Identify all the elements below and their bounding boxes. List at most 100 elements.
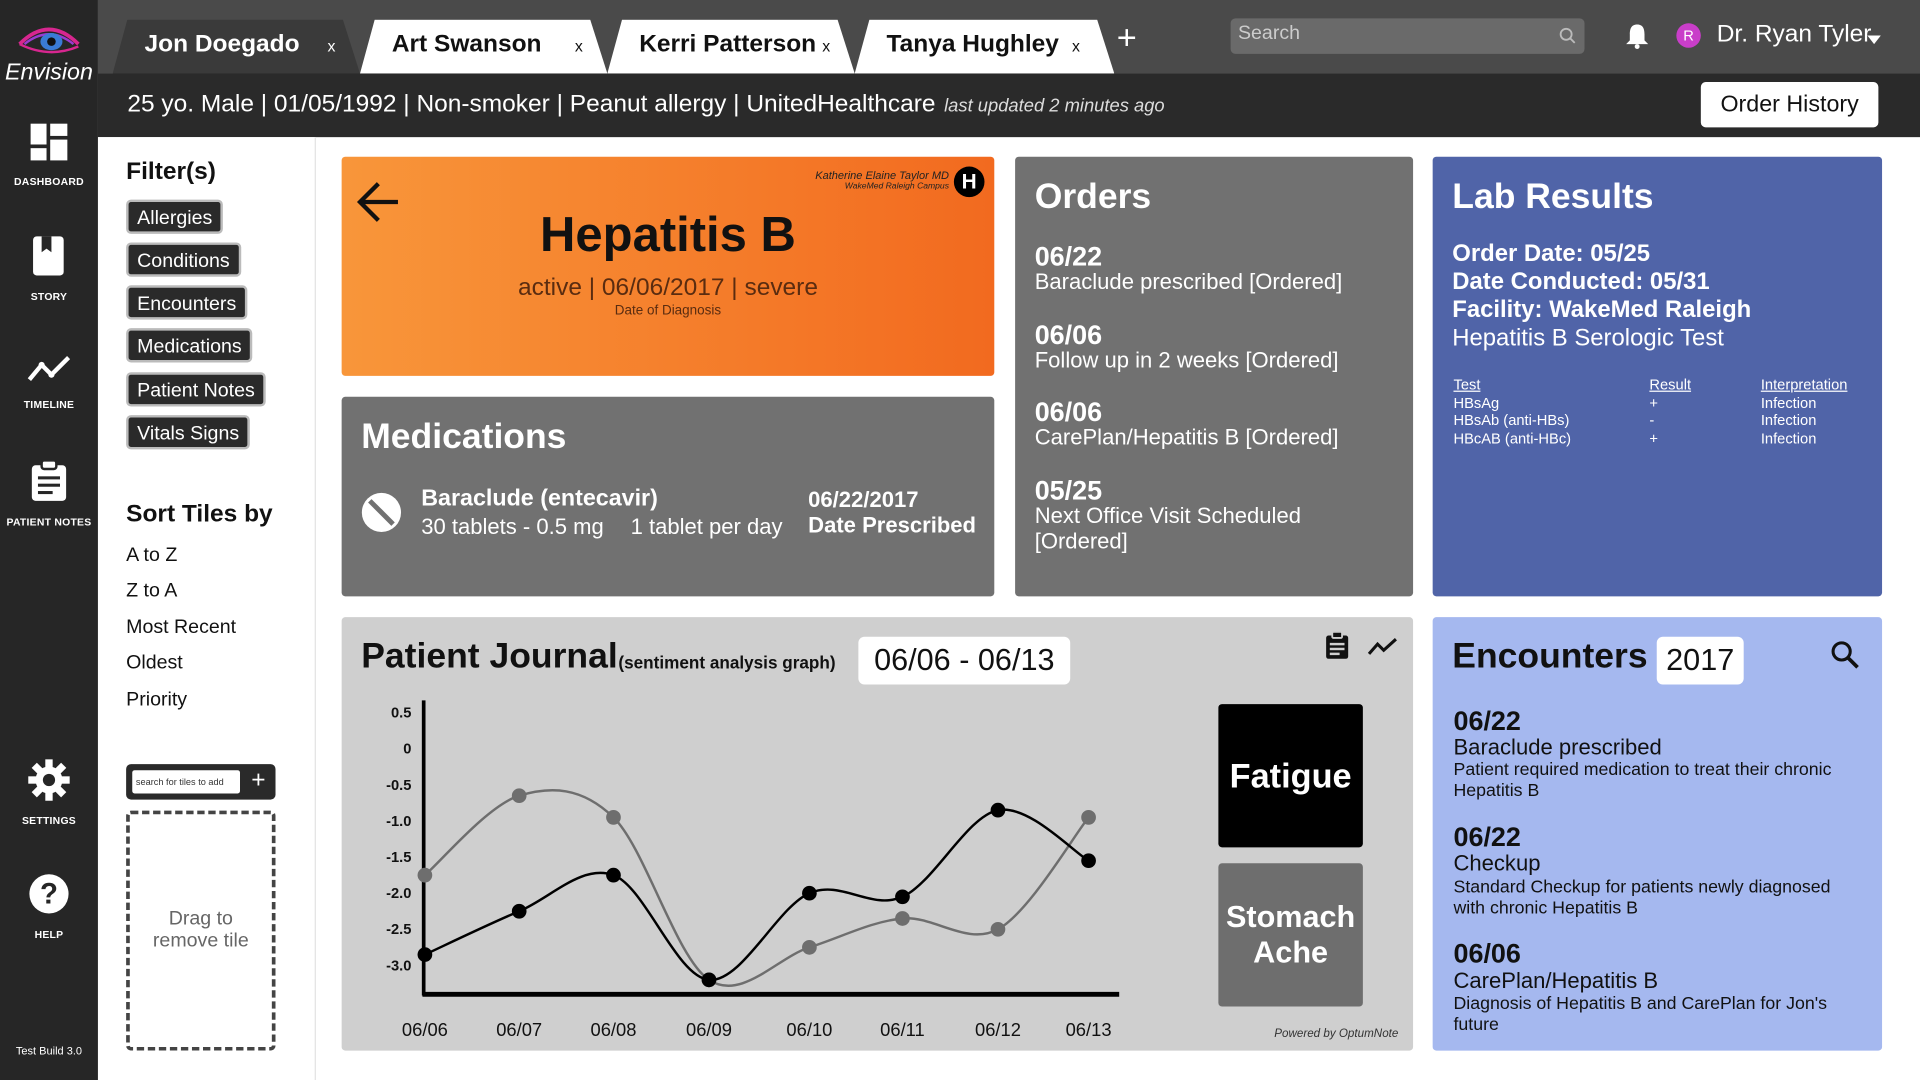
back-arrow-icon[interactable] xyxy=(356,181,400,223)
tab-patient[interactable]: Tanya Hughley x xyxy=(855,20,1115,74)
y-tick-label: -0.5 xyxy=(386,778,411,794)
patient-journal-tile[interactable]: Patient Journal (sentiment analysis grap… xyxy=(341,617,1414,1051)
diagnosis-details: active | 06/06/2017 | severe xyxy=(517,274,818,302)
y-tick-label: -3.0 xyxy=(386,958,411,974)
lab-test-name: Hepatitis B Serologic Test xyxy=(1452,324,1724,352)
clipboard-icon xyxy=(31,459,67,501)
date-range-picker[interactable]: 06/06 - 06/13 xyxy=(858,636,1071,685)
lab-cell: + xyxy=(1649,394,1658,412)
diagnosis-tile[interactable]: Katherine Elaine Taylor MD WakeMed Ralei… xyxy=(341,156,995,376)
lab-cell: Infection xyxy=(1760,411,1817,429)
filter-chip[interactable]: Allergies xyxy=(126,199,224,234)
chevron-down-icon[interactable] xyxy=(1867,35,1881,45)
add-tile-button[interactable]: + xyxy=(251,766,266,794)
filter-chip[interactable]: Conditions xyxy=(126,242,241,277)
encounters-tile[interactable]: Encounters 2017 06/22 Baraclude prescrib… xyxy=(1432,617,1883,1051)
filter-chip[interactable]: Patient Notes xyxy=(126,372,266,407)
lab-header-test: Test xyxy=(1453,375,1481,394)
filter-chip[interactable]: Medications xyxy=(126,328,253,363)
search-input[interactable]: Search xyxy=(1230,18,1585,54)
new-tab-button[interactable]: + xyxy=(1116,18,1137,57)
nav-story[interactable]: STORY xyxy=(0,235,98,302)
journal-subtitle: (sentiment analysis graph) xyxy=(618,652,836,673)
x-tick-label: 06/06 xyxy=(402,1019,448,1040)
nav-dashboard[interactable]: DASHBOARD xyxy=(0,122,98,187)
lab-header-result: Result xyxy=(1649,375,1692,394)
prohibited-icon xyxy=(361,492,402,533)
tab-close-button[interactable]: x xyxy=(1072,36,1081,56)
sort-option[interactable]: A to Z xyxy=(126,544,178,566)
lab-cell: Infection xyxy=(1760,394,1817,412)
lab-results-tile[interactable]: Lab Results Order Date: 05/25 Date Condu… xyxy=(1432,156,1883,597)
sort-option[interactable]: Z to A xyxy=(126,580,178,602)
medications-tile[interactable]: Medications Baraclude (entecavir) 30 tab… xyxy=(341,396,995,597)
nav-timeline[interactable]: TIMELINE xyxy=(0,353,98,410)
lab-results-title: Lab Results xyxy=(1452,177,1654,217)
sort-option[interactable]: Most Recent xyxy=(126,617,237,638)
nav-story-label: STORY xyxy=(30,290,68,303)
remove-tile-drop-zone[interactable]: Drag to remove tile xyxy=(126,810,276,1051)
nav-settings[interactable]: SETTINGS xyxy=(0,759,98,827)
tab-label: Jon Doegado xyxy=(144,30,300,58)
powered-by-label: Powered by OptumNote xyxy=(1274,1027,1399,1041)
data-point-stomach-ache xyxy=(802,940,817,955)
clipboard-icon[interactable] xyxy=(1325,631,1349,660)
tab-patient[interactable]: Jon Doegado x xyxy=(113,20,360,74)
series-line-stomach-ache xyxy=(424,788,1090,987)
add-tile-input[interactable]: search for tiles to add xyxy=(132,770,241,794)
hospital-badge: H xyxy=(953,166,985,198)
search-placeholder: Search xyxy=(1237,23,1301,45)
app-logo[interactable]: Envision xyxy=(0,20,98,87)
order-text: Follow up in 2 weeks [Ordered] xyxy=(1034,347,1339,373)
data-point-stomach-ache xyxy=(1081,810,1096,825)
drug-name: Baraclude (entecavir) xyxy=(421,486,658,512)
tab-close-button[interactable]: x xyxy=(327,36,336,56)
tab-close-button[interactable]: x xyxy=(822,36,831,56)
user-name[interactable]: Dr. Ryan Tyler xyxy=(1716,20,1872,48)
order-text: CarePlan/Hepatitis B [Ordered] xyxy=(1034,424,1339,450)
sort-option[interactable]: Oldest xyxy=(126,652,183,674)
encounter-description: Diagnosis of Hepatitis B and CarePlan fo… xyxy=(1453,994,1827,1035)
sort-option[interactable]: Priority xyxy=(126,689,188,711)
encounter-title: Checkup xyxy=(1453,851,1541,876)
prescribed-date-label: Date Prescribed xyxy=(808,513,977,538)
encounters-title: Encounters xyxy=(1452,636,1648,676)
data-point-stomach-ache xyxy=(511,788,527,804)
tab-close-button[interactable]: x xyxy=(574,36,583,56)
symptom-fatigue-button[interactable]: Fatigue xyxy=(1218,704,1363,848)
patient-info-bar: 25 yo. Male | 01/05/1992 | Non-smoker | … xyxy=(97,73,1920,138)
data-point-stomach-ache xyxy=(990,921,1006,937)
nav-patient-notes[interactable]: PATIENT NOTES xyxy=(0,459,98,528)
app-name: Envision xyxy=(4,60,93,86)
tab-label: Art Swanson xyxy=(391,30,542,58)
search-icon[interactable] xyxy=(1831,640,1860,669)
lab-cell: HBcAB (anti-HBc) xyxy=(1453,429,1572,447)
tab-patient[interactable]: Kerri Patterson x xyxy=(607,20,854,74)
timeline-icon[interactable] xyxy=(1367,637,1397,657)
filter-chip[interactable]: Vitals Signs xyxy=(126,415,251,450)
y-tick-label: -1.5 xyxy=(386,850,411,866)
lab-date-conducted: Date Conducted: 05/31 xyxy=(1452,268,1710,296)
filter-chip[interactable]: Encounters xyxy=(126,285,248,320)
drug-quantity: 30 tablets - 0.5 mg xyxy=(421,514,604,539)
tab-patient[interactable]: Art Swanson x xyxy=(360,20,607,74)
lab-facility: Facility: WakeMed Raleigh xyxy=(1452,296,1752,324)
encounter-title: CarePlan/Hepatitis B xyxy=(1453,968,1659,994)
timeline-icon xyxy=(27,356,71,381)
x-tick-label: 06/07 xyxy=(496,1019,542,1040)
order-date: 05/25 xyxy=(1034,475,1103,506)
nav-help[interactable]: ? HELP xyxy=(0,873,98,940)
diagnosis-facility: WakeMed Raleigh Campus xyxy=(844,182,949,192)
lab-cell: HBsAb (anti-HBs) xyxy=(1453,411,1570,429)
order-date: 06/22 xyxy=(1034,241,1103,272)
symptom-stomach-ache-button[interactable]: Stomach Ache xyxy=(1218,863,1363,1007)
lab-cell: + xyxy=(1649,429,1658,447)
medications-title: Medications xyxy=(361,417,567,457)
user-avatar[interactable]: R xyxy=(1676,23,1701,48)
data-point-fatigue xyxy=(417,947,433,962)
orders-tile[interactable]: Orders 06/22 Baraclude prescribed [Order… xyxy=(1015,156,1414,597)
order-history-button[interactable]: Order History xyxy=(1700,82,1879,128)
bell-icon[interactable] xyxy=(1625,22,1649,49)
sentiment-chart: 0.5 0 -0.5 -1.0 -1.5 -2.0 -2.5 -3.0 06/06 06/07 06… xyxy=(386,700,1120,1040)
year-selector[interactable]: 2017 xyxy=(1656,636,1744,685)
